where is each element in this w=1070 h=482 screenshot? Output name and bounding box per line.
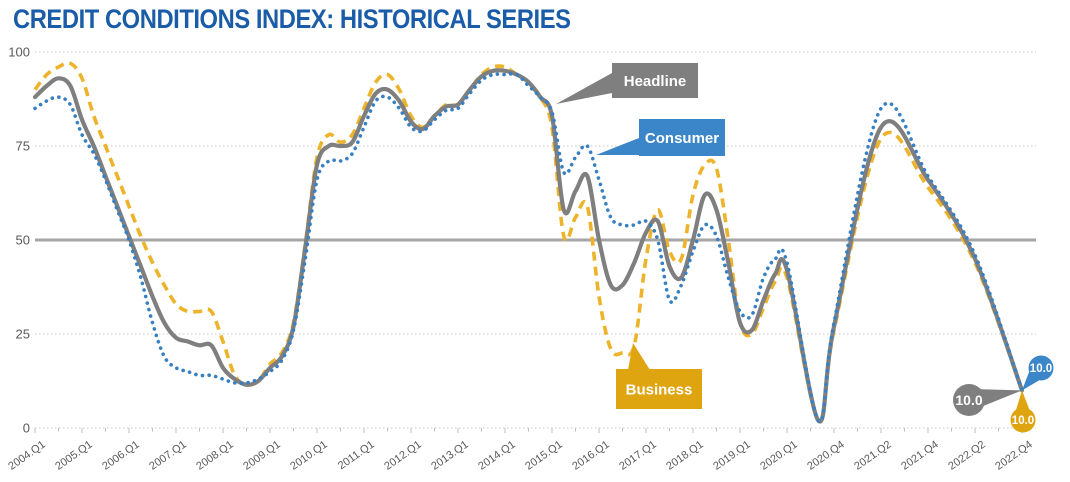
end-marker-bubble [953,384,985,416]
callout-box [639,119,725,156]
end-marker-bubble [1028,355,1054,381]
y-axis-label: 100 [8,45,30,60]
end-marker-value-headline: 10.0 [955,392,982,408]
x-axis-label: 2021.Q2 [852,439,893,473]
end-marker-bubble [1010,407,1036,433]
series-line-business [33,61,1024,424]
x-axis-label: 2013.Q1 [429,439,470,473]
x-axis-ticks [34,428,1023,433]
callout-tail [628,343,650,370]
x-axis-label: 2017.Q1 [617,439,658,473]
x-axis-label: 2020.Q1 [758,439,799,473]
x-axis-label: 2015.Q1 [523,439,564,473]
x-axis-label: 2014.Q1 [476,439,517,473]
callout-tail [596,138,639,155]
x-axis-label: 2022.Q2 [946,439,987,473]
callout-label-consumer: Consumer [645,130,719,147]
y-axis-label: 0 [23,421,30,436]
x-axis-label: 2010.Q1 [288,439,329,473]
x-axis-label: 2011.Q1 [336,439,377,473]
x-axis-label: 2020.Q4 [805,439,846,473]
x-axis-label: 2016.Q1 [570,439,611,473]
y-axis-label: 50 [16,233,30,248]
y-axis-label: 75 [16,139,30,154]
x-axis-label: 2009.Q1 [241,439,282,473]
x-axis-label: 2008.Q1 [194,439,235,473]
callout-label-business: Business [626,382,693,399]
x-axis-label: 2005.Q1 [53,439,94,473]
x-axis-label: 2022.Q4 [993,439,1034,473]
end-marker-tail [980,389,1022,406]
y-axis-label: 25 [16,327,30,342]
series-line-headline [32,68,1025,424]
end-marker-value-business: 10.0 [1012,415,1034,427]
x-axis-labels: 2004.Q1 2005.Q1 2006.Q1 2007.Q1 2008.Q1 2009.… [6,439,1034,473]
callout-label-headline: Headline [624,73,687,90]
series-line-consumer [33,71,1024,424]
end-marker-headline: 10.0 [953,384,1022,416]
x-axis-label: 2006.Q1 [100,439,141,473]
callout-headline: Headline [556,63,698,104]
end-marker-business: 10.0 [1010,390,1036,433]
end-marker-tail [1016,390,1030,410]
x-axis-label: 2018.Q1 [664,439,705,473]
callout-box [612,63,698,98]
end-marker-tail [1022,371,1040,391]
x-axis-label: 2007.Q1 [147,439,188,473]
callout-consumer: Consumer [596,119,725,156]
y-axis-labels: 100 75 50 25 0 [8,45,30,436]
x-axis-label: 2019.Q1 [711,439,752,473]
series-lines [32,61,1025,424]
end-marker-consumer: 10.0 [1022,355,1054,391]
x-axis-label: 2021.Q4 [899,439,940,473]
page-title: CREDIT CONDITIONS INDEX: HISTORICAL SERI… [13,4,571,34]
y-gridlines [35,51,1036,429]
callout-business: Business [616,343,702,409]
callout-box [616,369,702,409]
x-axis-label: 2004.Q1 [6,439,47,473]
end-marker-value-consumer: 10.0 [1030,363,1052,375]
x-axis-label: 2012.Q1 [382,439,423,473]
callout-tail [556,73,612,104]
